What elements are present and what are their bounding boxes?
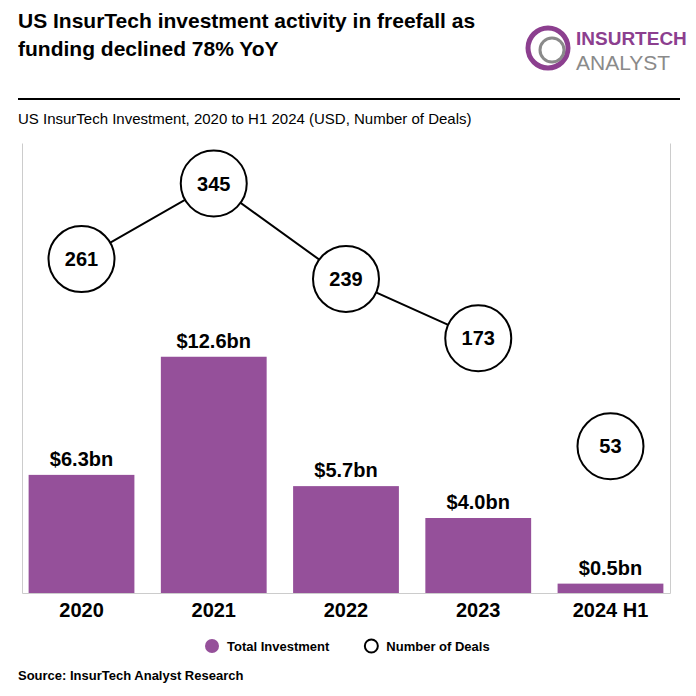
marker (445, 305, 511, 371)
legend-swatch (365, 640, 378, 653)
x-tick-label: 2024 H1 (573, 599, 649, 621)
x-tick: 2021 (192, 593, 237, 621)
marker (577, 413, 643, 479)
bar-label: $5.7bn (314, 459, 377, 481)
x-tick-label: 2023 (456, 599, 501, 621)
marker (181, 151, 247, 217)
bar (558, 584, 664, 593)
x-axis-line (23, 593, 671, 594)
marker-label: 173 (462, 327, 495, 349)
source: Source: InsurTech Analyst Research (18, 668, 243, 683)
data-labels: $6.3bn $12.6bn $5.7bn $4.0bn $0.5bn 261 345 239… (50, 173, 642, 579)
plot-area (29, 151, 664, 594)
marker-label: 261 (65, 248, 98, 270)
logo-ring-inner (540, 38, 564, 62)
x-axis: 2020 2021 2022 2023 2024 H1 (23, 593, 671, 621)
bar (293, 486, 399, 593)
legend-label: Total Investment (227, 639, 330, 654)
bar (425, 518, 531, 593)
legend-item: Number of Deals (365, 639, 490, 654)
x-tick: 2024 H1 (573, 593, 649, 621)
y-axis (22, 144, 23, 594)
marker (49, 226, 115, 292)
bar (29, 475, 135, 593)
y-axis-line (22, 144, 23, 594)
legend-label: Number of Deals (386, 639, 489, 654)
x-tick-label: 2022 (324, 599, 369, 621)
x-tick-label: 2020 (59, 599, 104, 621)
x-tick-label: 2021 (192, 599, 237, 621)
logo: INSURTECHANALYST (528, 28, 687, 74)
line (82, 184, 479, 339)
bar-label: $6.3bn (50, 448, 113, 470)
title: US InsurTech investment activity in free… (18, 9, 475, 60)
y2-axis-line (670, 144, 671, 594)
legend: Total Investment Number of Deals (205, 639, 490, 654)
marker (313, 246, 379, 312)
bar-label: $0.5bn (579, 557, 642, 579)
legend-item: Total Investment (205, 639, 330, 654)
logo-ring (528, 28, 568, 68)
bar (161, 357, 267, 593)
logo-text: INSURTECH (576, 28, 687, 49)
marker-label: 345 (197, 173, 230, 195)
bar-label: $4.0bn (447, 491, 510, 513)
logo-text: ANALYST (576, 51, 670, 74)
subtitle: US InsurTech Investment, 2020 to H1 2024… (18, 110, 472, 127)
y2-axis (670, 144, 671, 594)
chart: US InsurTech investment activity in free… (0, 0, 696, 696)
marker-label: 239 (329, 268, 362, 290)
bar-label: $12.6bn (177, 330, 251, 352)
marker-label: 53 (599, 435, 621, 457)
legend-swatch (205, 639, 219, 653)
x-tick: 2022 (324, 593, 369, 621)
x-tick: 2020 (59, 593, 104, 621)
x-tick: 2023 (456, 593, 501, 621)
rule (18, 98, 680, 100)
